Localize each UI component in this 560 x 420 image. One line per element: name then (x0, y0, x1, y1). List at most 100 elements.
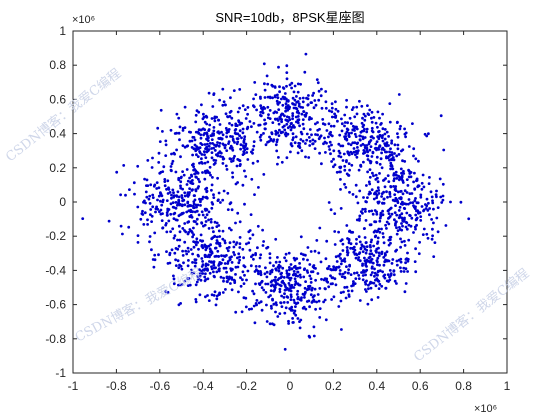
scatter-point (291, 317, 294, 320)
scatter-point (258, 123, 262, 127)
scatter-point (327, 135, 330, 139)
scatter-point (231, 148, 235, 152)
scatter-point (295, 257, 299, 260)
scatter-point (444, 224, 448, 227)
scatter-point (292, 106, 296, 110)
scatter-point (276, 93, 279, 97)
scatter-point (364, 114, 367, 118)
scatter-point (305, 111, 308, 115)
scatter-point (298, 266, 302, 270)
scatter-point (420, 187, 424, 191)
scatter-point (218, 292, 222, 296)
scatter-point (337, 254, 340, 258)
scatter-point (234, 243, 238, 246)
scatter-point (164, 143, 168, 147)
scatter-point (415, 223, 418, 227)
scatter-point (342, 152, 346, 156)
scatter-point (395, 248, 398, 252)
scatter-point (281, 125, 285, 129)
scatter-point (259, 97, 262, 100)
scatter-point (333, 115, 337, 119)
scatter-point (200, 143, 204, 147)
scatter-point (190, 231, 194, 234)
scatter-point (389, 185, 393, 189)
scatter-point (210, 138, 214, 142)
scatter-point (196, 203, 200, 207)
scatter-point (192, 271, 196, 275)
scatter-point (208, 271, 212, 275)
scatter-point (208, 165, 212, 169)
scatter-point (200, 221, 204, 225)
scatter-point (233, 154, 236, 158)
scatter-point (414, 197, 417, 200)
scatter-point (237, 290, 240, 294)
scatter-point (319, 260, 323, 264)
scatter-point (391, 167, 395, 171)
scatter-point (375, 140, 379, 144)
scatter-point (223, 146, 227, 150)
scatter-point (420, 205, 424, 208)
scatter-point (301, 96, 305, 100)
scatter-point (431, 199, 434, 203)
scatter-point (362, 112, 366, 116)
scatter-point (292, 136, 295, 140)
scatter-point (170, 193, 173, 197)
scatter-point (300, 112, 304, 116)
scatter-point (277, 269, 281, 273)
scatter-point (373, 209, 377, 212)
scatter-point (364, 200, 368, 203)
scatter-point (298, 124, 301, 128)
scatter-point (395, 282, 398, 285)
scatter-point (292, 272, 296, 276)
scatter-point (221, 258, 225, 262)
scatter-point (136, 234, 140, 238)
scatter-point (247, 307, 251, 311)
scatter-point (321, 122, 325, 126)
scatter-point (157, 151, 161, 155)
scatter-point (353, 252, 357, 256)
scatter-point (253, 321, 257, 325)
scatter-point (182, 173, 186, 177)
scatter-point (421, 233, 425, 237)
scatter-point (227, 142, 230, 146)
scatter-point (359, 144, 363, 147)
scatter-point (316, 293, 320, 296)
scatter-point (352, 284, 355, 287)
scatter-point (237, 261, 241, 265)
scatter-point (149, 208, 153, 211)
scatter-point (396, 135, 400, 139)
scatter-point (242, 152, 246, 156)
scatter-point (209, 134, 213, 138)
scatter-point (368, 140, 372, 144)
scatter-point (369, 135, 373, 139)
scatter-point (201, 195, 205, 199)
scatter-point (301, 100, 305, 104)
scatter-point (285, 71, 289, 74)
scatter-point (399, 270, 403, 273)
scatter-point (221, 291, 225, 294)
scatter-point (336, 119, 339, 123)
scatter-point (207, 227, 211, 230)
scatter-point (273, 86, 277, 89)
scatter-point (315, 239, 319, 242)
scatter-point (180, 203, 184, 207)
scatter-point (391, 156, 395, 159)
scatter-point (180, 212, 184, 216)
scatter-point (330, 298, 333, 301)
scatter-point (188, 187, 192, 191)
scatter-point (343, 276, 347, 280)
scatter-point (289, 150, 292, 154)
scatter-point (293, 141, 297, 145)
scatter-point (204, 171, 208, 175)
scatter-point (332, 157, 335, 161)
scatter-point (284, 259, 288, 263)
scatter-point (216, 249, 220, 253)
scatter-point (390, 153, 394, 157)
scatter-point (271, 298, 274, 302)
scatter-point (349, 246, 352, 250)
scatter-point (200, 210, 204, 214)
scatter-point (183, 105, 187, 109)
scatter-point (389, 235, 393, 239)
scatter-point (396, 201, 400, 205)
y-tick-label: 0.4 (49, 127, 66, 141)
